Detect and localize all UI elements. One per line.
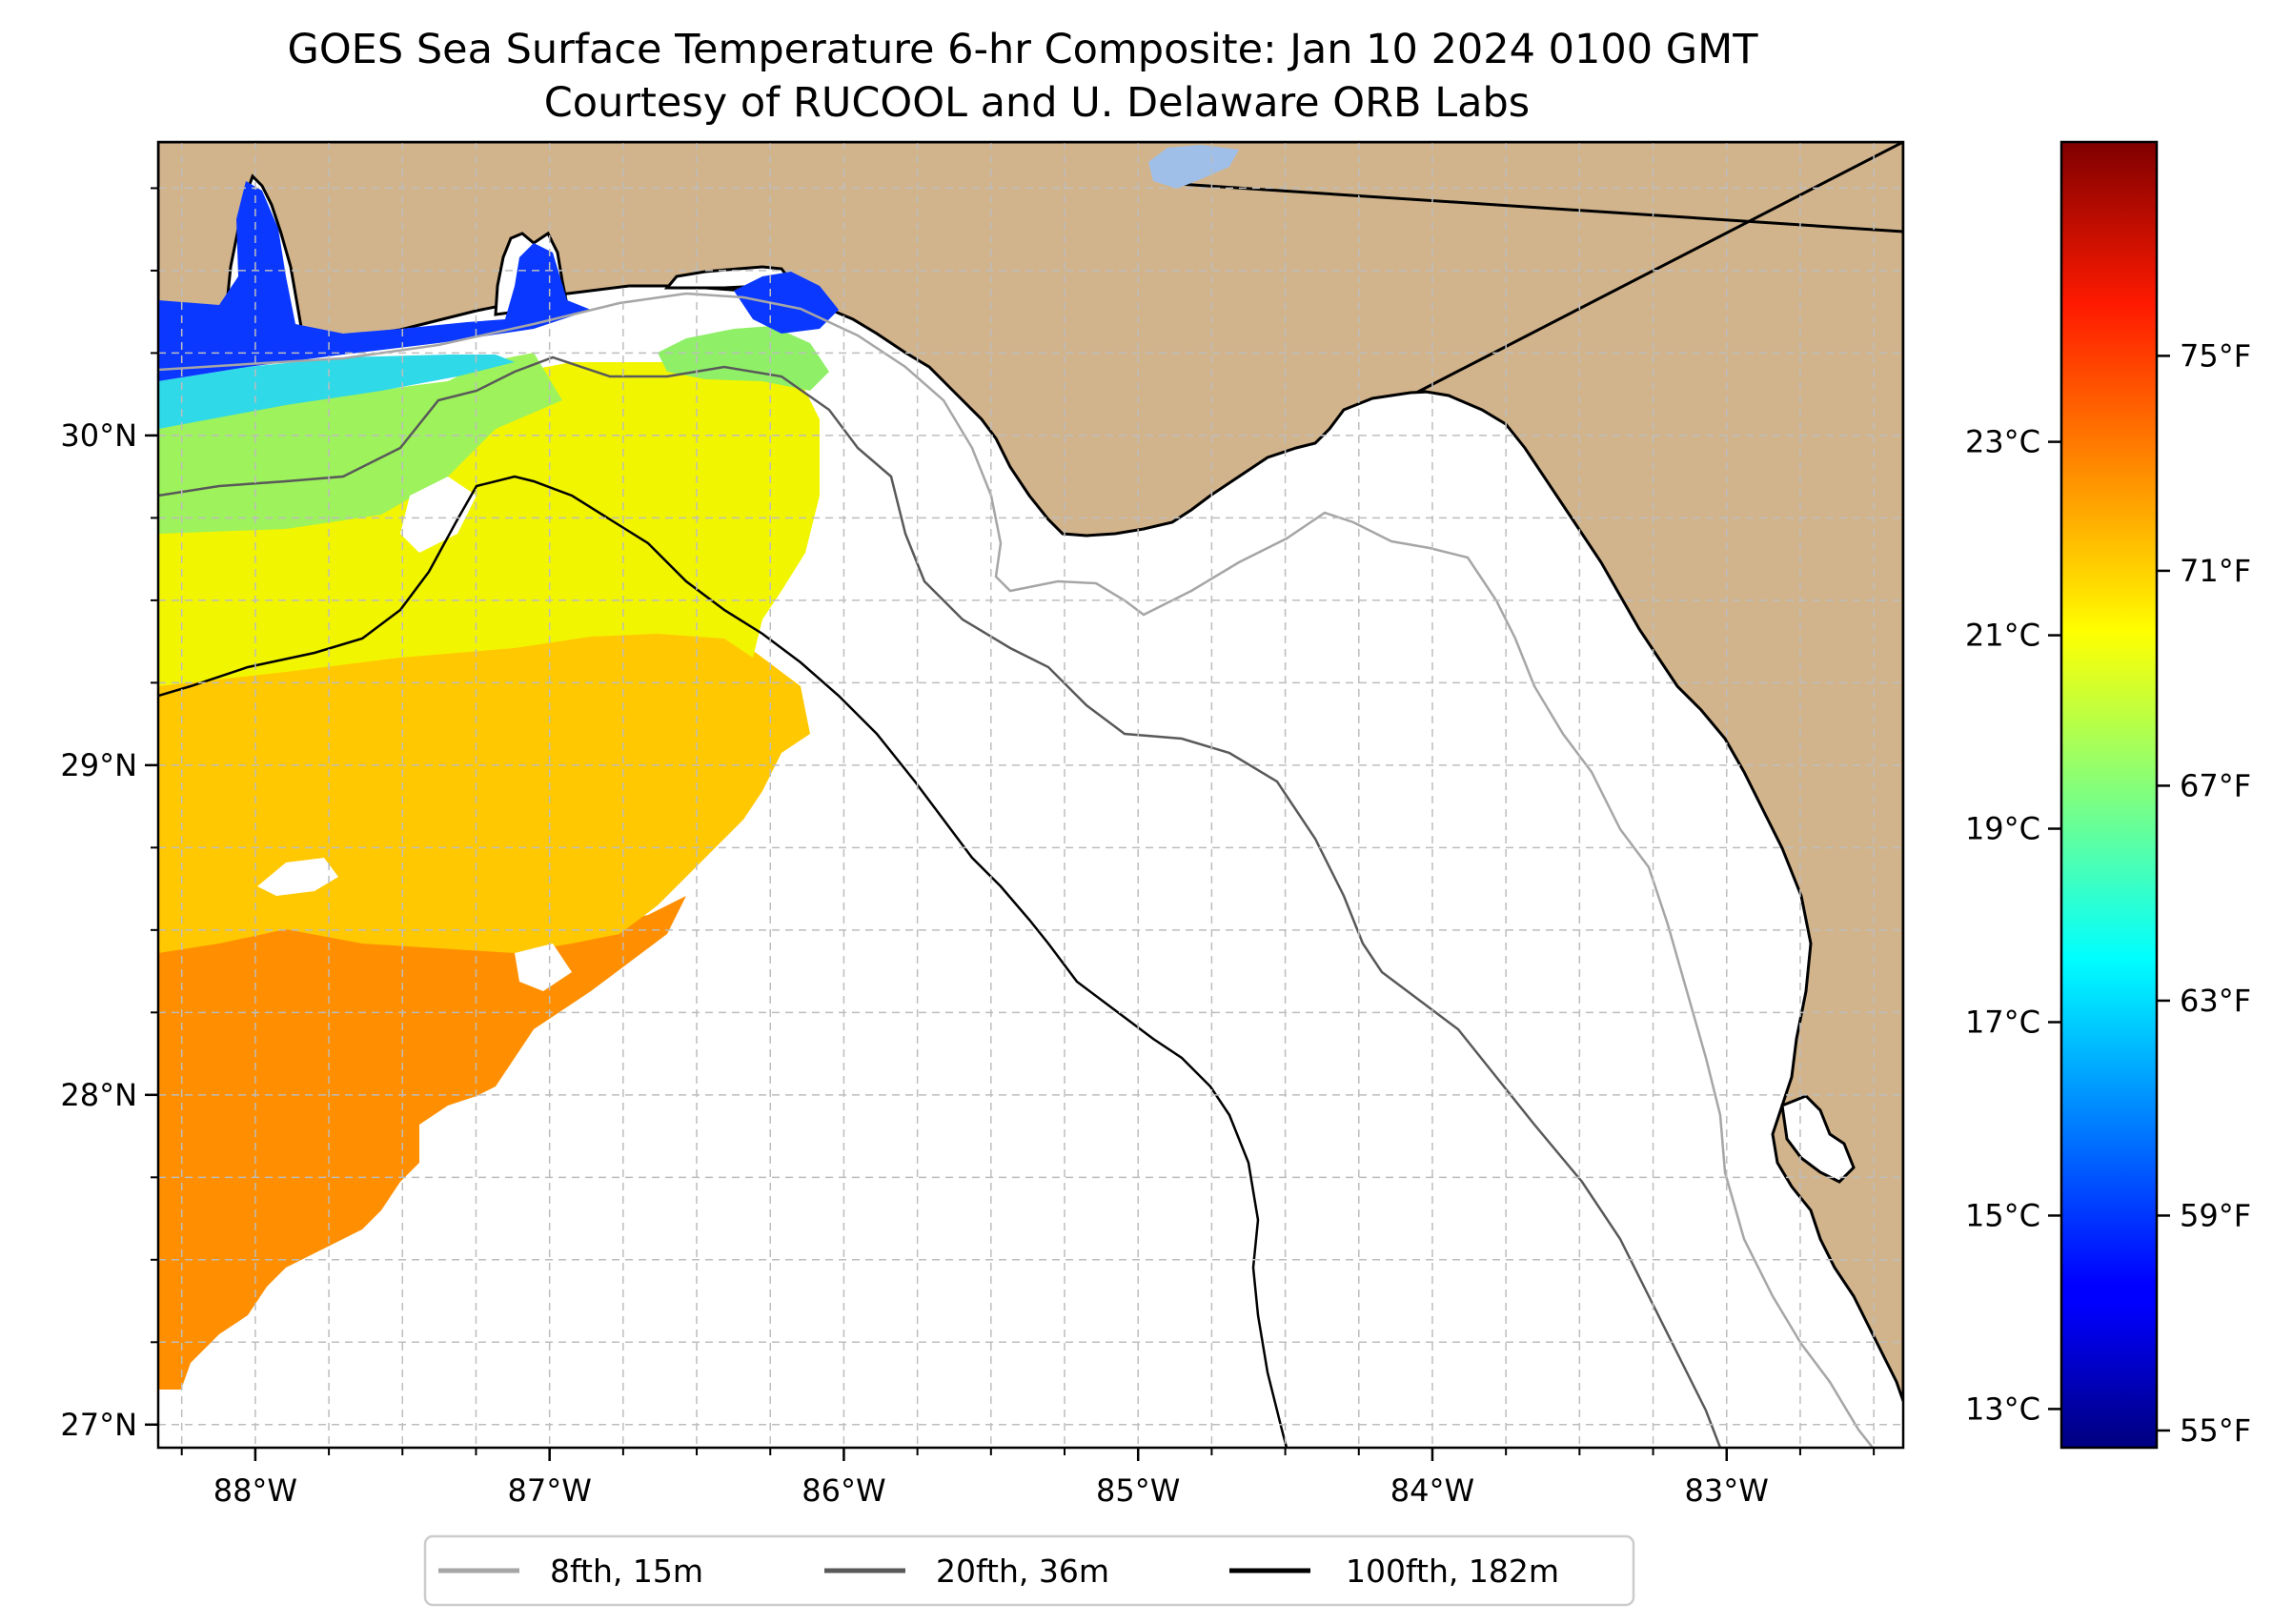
sst-yellow-region — [158, 362, 820, 686]
legend: 8fth, 15m 20fth, 36m 100fth, 182m — [423, 1534, 1635, 1607]
sst-green-east-region — [658, 326, 829, 391]
colorbar-f-label: 67°F — [2180, 767, 2251, 803]
no-data-hole — [257, 858, 338, 896]
legend-label-8fth: 8fth, 15m — [550, 1553, 703, 1590]
gridlines — [158, 142, 1903, 1448]
colorbar-f-label: 59°F — [2180, 1197, 2251, 1233]
colorbar-f-label: 55°F — [2180, 1412, 2251, 1449]
figure-title: GOES Sea Surface Temperature 6-hr Compos… — [288, 26, 1759, 73]
map-area — [158, 142, 1903, 1448]
lon-tick-label: 86°W — [802, 1472, 885, 1509]
legend-box — [423, 1534, 1635, 1607]
colorbar-c-label: 23°C — [1965, 424, 2040, 460]
sst-blue-region — [158, 181, 591, 381]
latitude-axis: 27°N 28°N 29°N 30°N — [60, 187, 158, 1443]
isobath-8fth — [158, 292, 1874, 1448]
sst-green-region — [158, 353, 562, 534]
colorbar-c-label: 19°C — [1965, 811, 2040, 847]
colorbar-f-label: 63°F — [2180, 983, 2251, 1019]
colorbar-f-label: 75°F — [2180, 337, 2251, 374]
land-florida — [1415, 142, 1903, 1402]
inland-lake — [1148, 145, 1239, 189]
sst-blue-east-region — [734, 272, 839, 334]
colorbar-fahrenheit-ticks: 55°F 59°F 63°F 67°F 71°F 75°F — [2157, 337, 2251, 1449]
sst-warm-region — [158, 896, 686, 1390]
colorbar-frame — [2060, 140, 2159, 1450]
lon-tick-label: 88°W — [213, 1472, 297, 1509]
legend-label-20fth: 20fth, 36m — [936, 1553, 1109, 1590]
isobath-20fth — [158, 355, 1722, 1448]
colorbar-celsius-ticks: 13°C 15°C 17°C 19°C 21°C 23°C — [1965, 424, 2061, 1427]
colorbar-c-label: 13°C — [1965, 1391, 2040, 1427]
colorbar-c-label: 21°C — [1965, 618, 2040, 654]
figure-subtitle: Courtesy of RUCOOL and U. Delaware ORB L… — [544, 79, 1530, 127]
colorbar-f-label: 71°F — [2180, 553, 2251, 589]
lon-tick-label: 83°W — [1685, 1472, 1769, 1509]
colorbar: 13°C 15°C 17°C 19°C 21°C 23°C 55°F 59°F 63°F 67°… — [1965, 140, 2251, 1450]
colorbar-c-label: 17°C — [1965, 1004, 2040, 1040]
lon-tick-label: 87°W — [507, 1472, 591, 1509]
lat-tick-label: 29°N — [60, 747, 137, 783]
lat-tick-label: 28°N — [60, 1077, 137, 1113]
lon-tick-label: 84°W — [1390, 1472, 1474, 1509]
state-boundary-line — [1177, 182, 1903, 233]
colorbar-c-label: 15°C — [1965, 1197, 2040, 1233]
no-data-hole — [515, 944, 572, 991]
isobath-100fth — [158, 475, 1289, 1448]
colorbar-gradient — [2061, 142, 2157, 1448]
lat-tick-label: 27°N — [60, 1407, 137, 1443]
map-frame — [156, 140, 1905, 1450]
legend-label-100fth: 100fth, 182m — [1346, 1553, 1559, 1590]
sst-data-field — [158, 181, 839, 1390]
sst-cyan-region — [158, 355, 515, 429]
lat-tick-label: 30°N — [60, 417, 137, 454]
lon-tick-label: 85°W — [1096, 1472, 1180, 1509]
longitude-axis: 88°W 87°W 86°W 85°W 84°W 83°W — [180, 1448, 1876, 1509]
no-data-hole — [400, 477, 477, 553]
